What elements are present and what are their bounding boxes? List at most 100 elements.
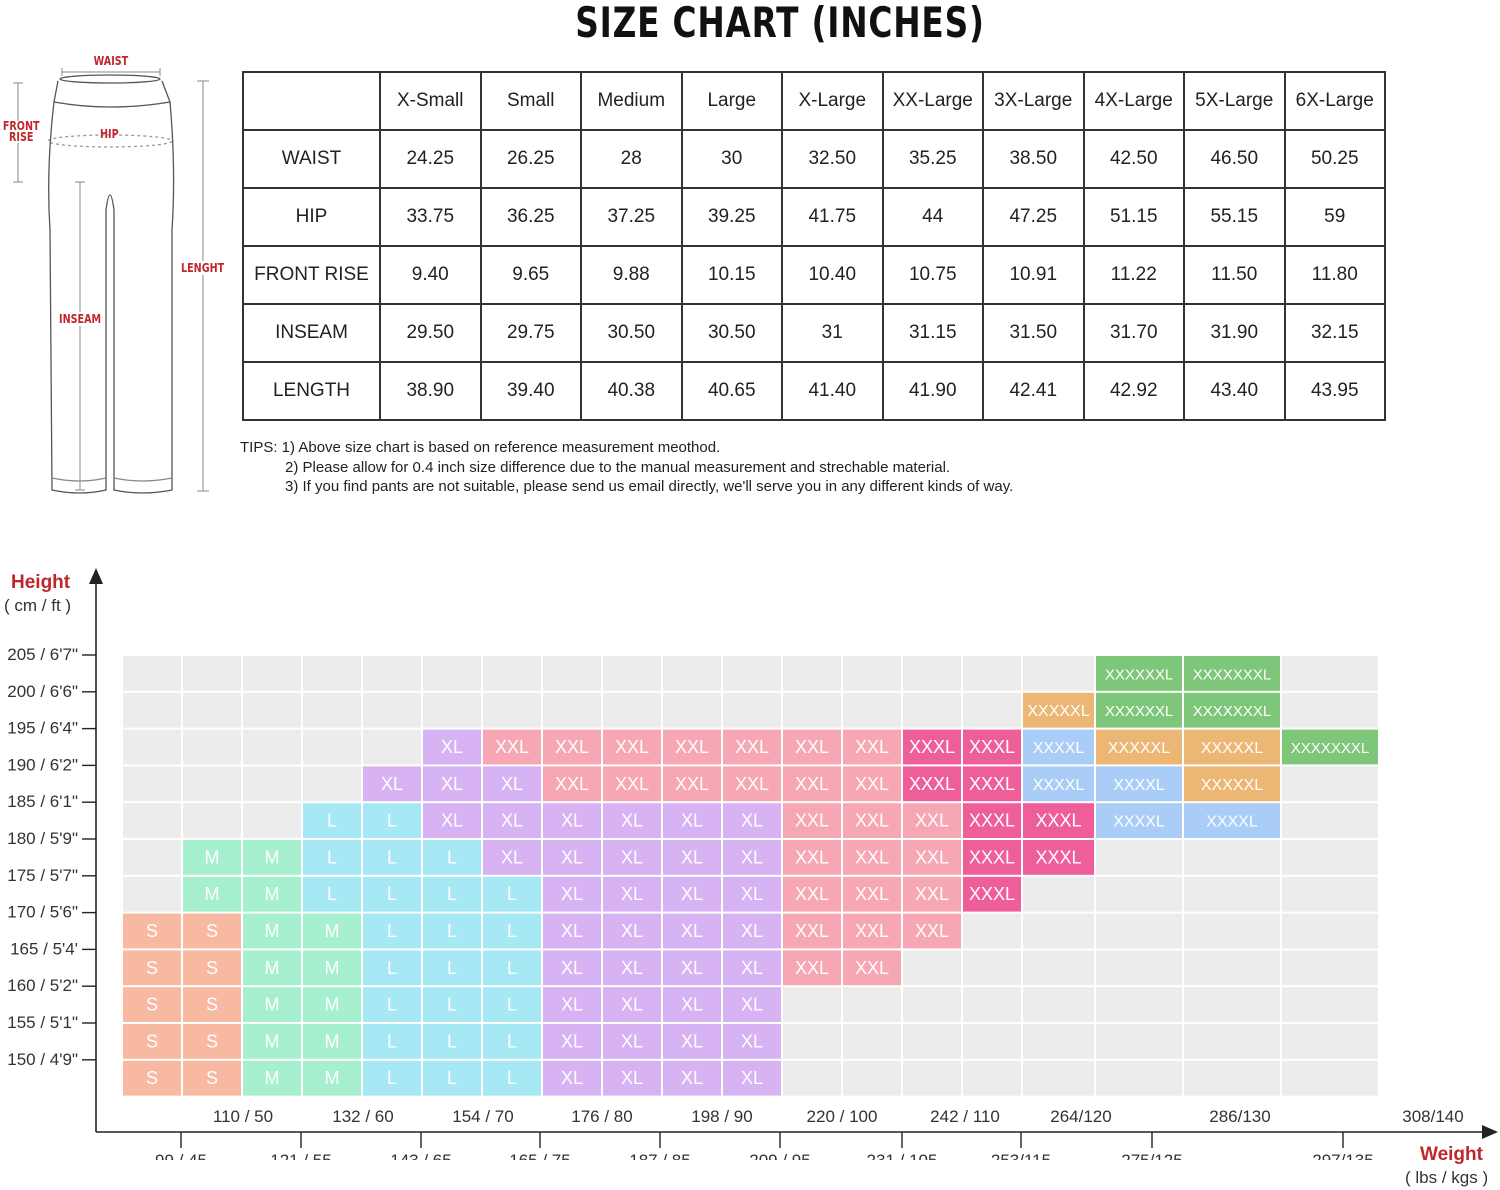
size-cell-s xyxy=(183,1024,241,1059)
size-cell-xxxl xyxy=(903,729,961,765)
size-cell-xl xyxy=(543,840,601,875)
empty-cell xyxy=(123,692,181,728)
size-cell-xxl xyxy=(903,803,961,838)
size-cell-xxxl xyxy=(963,766,1021,802)
size-cell-xxl xyxy=(543,729,601,765)
size-cell-l xyxy=(363,987,421,1022)
size-cell-xxl xyxy=(783,803,841,838)
size-cell-m xyxy=(303,950,361,986)
size-cell-m xyxy=(243,987,301,1022)
table-cell: 51.15 xyxy=(1082,187,1185,247)
size-cell-label: L xyxy=(507,995,517,1015)
tip-line: 2) Please allow for 0.4 inch size differ… xyxy=(285,458,951,476)
size-cell-label: L xyxy=(387,921,397,941)
x-tick-label: 187 / 85 xyxy=(629,1151,690,1160)
size-cell-xxl xyxy=(843,840,901,875)
size-cell-xl xyxy=(423,803,481,838)
size-cell-xl xyxy=(543,1060,601,1096)
size-cell-s xyxy=(183,987,241,1022)
size-cell-label: XXL xyxy=(915,884,949,904)
size-cell-xxxxl xyxy=(1096,803,1182,838)
size-cell-xxl xyxy=(843,950,901,986)
size-cell-label: XXL xyxy=(795,958,829,978)
y-tick-label: 170 / 5'6" xyxy=(7,903,78,922)
column-header: 4X-Large xyxy=(1082,71,1185,131)
size-cell-label: XXL xyxy=(855,847,889,867)
table-cell: 37.25 xyxy=(580,187,683,247)
table-cell: 31 xyxy=(781,303,884,363)
table-corner-cell xyxy=(242,71,381,131)
size-cell-label: XL xyxy=(561,811,583,831)
empty-cell xyxy=(963,950,1021,986)
size-cell-l xyxy=(363,1024,421,1059)
size-cell-label: S xyxy=(146,1031,158,1051)
size-cell-s xyxy=(183,1060,241,1096)
y-tick-label: 195 / 6'4" xyxy=(7,719,78,738)
size-cell-label: XXXXXXXL xyxy=(1291,740,1369,757)
y-tick-label: 175 / 5'7" xyxy=(7,866,78,885)
empty-cell xyxy=(963,913,1021,949)
table-cell: 11.80 xyxy=(1283,245,1386,305)
size-cell-label: XXL xyxy=(735,737,769,757)
size-cell-label: XXL xyxy=(795,774,829,794)
size-cell-label: L xyxy=(387,995,397,1015)
table-cell: 11.50 xyxy=(1183,245,1286,305)
empty-cell xyxy=(483,656,541,691)
size-cell-xl xyxy=(543,950,601,986)
table-cell: 41.90 xyxy=(881,361,984,421)
size-cell-xxl xyxy=(903,840,961,875)
empty-cell xyxy=(183,692,241,728)
empty-cell xyxy=(903,692,961,728)
empty-cell xyxy=(903,656,961,691)
size-cell-label: XL xyxy=(441,811,463,831)
size-cell-label: XL xyxy=(621,995,643,1015)
size-table-row: HIP 33.75 36.25 37.25 39.25 41.75 44 47.25 51.15… xyxy=(242,187,1386,247)
row-label: INSEAM xyxy=(242,303,381,363)
empty-cell xyxy=(1023,987,1094,1022)
x-tick-label: 165 / 75 xyxy=(509,1151,570,1160)
x-tick-label: 99 / 45 xyxy=(155,1151,207,1160)
size-cell-xxxxl xyxy=(1096,766,1182,802)
size-cell-label: XXXXL xyxy=(1113,814,1165,831)
x-tick-label: 264/120 xyxy=(1050,1107,1111,1126)
size-table-row: WAIST 24.25 26.25 28 30 32.50 35.25 38.50 42.50 4… xyxy=(242,129,1386,189)
size-cell-label: S xyxy=(146,1068,158,1088)
size-cell-xxxl xyxy=(963,729,1021,765)
size-cell-label: L xyxy=(387,958,397,978)
column-header: X-Large xyxy=(781,71,884,131)
empty-cell xyxy=(243,729,301,765)
size-cell-label: XXXXXL xyxy=(1201,777,1263,794)
size-cell-xl xyxy=(723,1060,781,1096)
size-cell-m xyxy=(303,1024,361,1059)
empty-cell xyxy=(183,766,241,802)
empty-cell xyxy=(1184,913,1280,949)
empty-cell xyxy=(303,729,361,765)
y-tick-label: 155 / 5'1" xyxy=(7,1013,78,1032)
size-cell-label: XL xyxy=(741,958,763,978)
size-cell-label: XL xyxy=(621,847,643,867)
size-cell-label: S xyxy=(206,995,218,1015)
empty-cell xyxy=(1184,1024,1280,1059)
empty-cell xyxy=(963,692,1021,728)
size-cell-xl xyxy=(543,876,601,912)
empty-cell xyxy=(843,1060,901,1096)
table-cell: 40.38 xyxy=(580,361,683,421)
table-cell: 43.95 xyxy=(1283,361,1386,421)
size-cell-xl xyxy=(723,1024,781,1059)
size-cell-label: L xyxy=(327,884,337,904)
y-tick-label: 150 / 4'9" xyxy=(7,1050,78,1069)
empty-cell xyxy=(1282,803,1378,838)
empty-cell xyxy=(783,1024,841,1059)
size-cell-xxxl xyxy=(1023,840,1094,875)
size-cell-xxxl xyxy=(1023,803,1094,838)
empty-cell xyxy=(1023,950,1094,986)
size-cell-l xyxy=(363,950,421,986)
table-cell: 42.41 xyxy=(982,361,1085,421)
row-label: HIP xyxy=(242,187,381,247)
size-cell-l xyxy=(423,913,481,949)
size-cell-label: XL xyxy=(681,884,703,904)
size-table-row: INSEAM 29.50 29.75 30.50 30.50 31 31.15 31.50 31… xyxy=(242,303,1386,363)
empty-cell xyxy=(663,692,721,728)
table-cell: 26.25 xyxy=(479,129,582,189)
column-header: 5X-Large xyxy=(1183,71,1286,131)
